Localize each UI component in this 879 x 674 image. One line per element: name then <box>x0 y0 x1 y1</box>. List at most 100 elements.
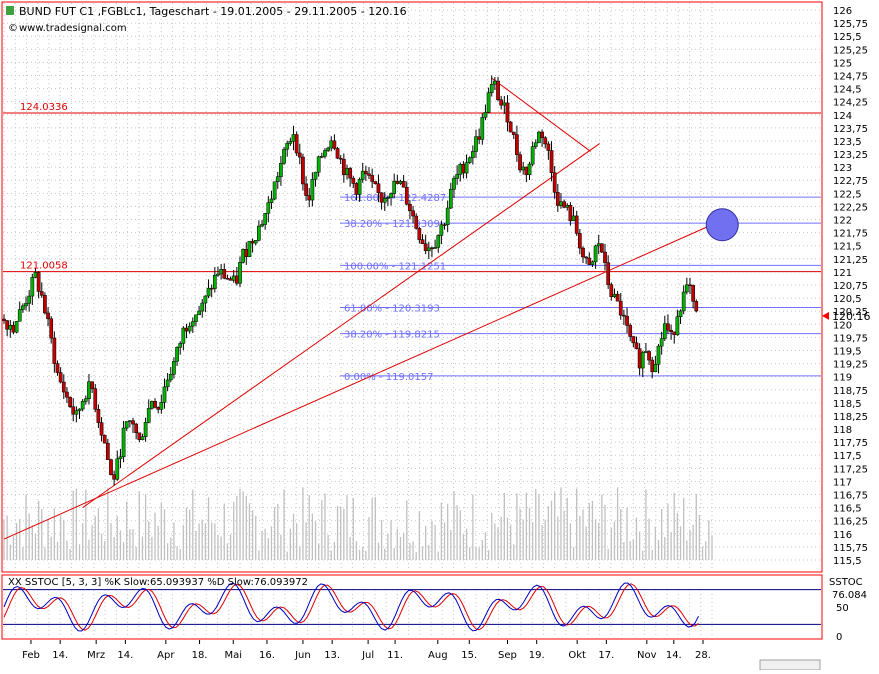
candle-down <box>228 278 233 281</box>
candle-down <box>411 210 415 217</box>
fibonacci-label: 0.00% - 119.0157 <box>344 372 433 383</box>
candle-down <box>105 442 110 460</box>
price-tick-label: 117,5 <box>833 451 862 462</box>
candle-up <box>659 338 664 347</box>
price-tick-label: 118,75 <box>833 386 868 397</box>
candle-down <box>587 257 592 265</box>
candle-down <box>250 240 255 244</box>
candle-down <box>354 183 359 195</box>
candle-down <box>499 99 504 106</box>
candle-up <box>187 325 192 332</box>
price-tick-label: 118,5 <box>833 399 862 410</box>
horizontal-levels: 124.0336 121.0058 <box>3 102 821 273</box>
candle-down <box>414 215 419 229</box>
date-tick-label: 28. <box>695 650 711 661</box>
candle-down <box>11 324 16 333</box>
candle-up <box>285 143 290 150</box>
candle-up <box>178 343 183 348</box>
candle-up <box>480 117 485 140</box>
candle-down <box>631 336 636 344</box>
price-tick-label: 116,25 <box>833 517 868 528</box>
candle-up <box>238 262 242 284</box>
candle-up <box>253 240 258 244</box>
candle-up <box>27 295 32 304</box>
date-tick-label: 14. <box>52 650 68 661</box>
candle-up <box>162 386 167 403</box>
candle-down <box>511 131 516 135</box>
marker-circle[interactable] <box>705 208 739 242</box>
candle-up <box>30 277 35 297</box>
candle-down <box>540 131 544 139</box>
candle-down <box>134 423 139 434</box>
candle-up <box>168 374 173 381</box>
volume-bars <box>3 487 713 560</box>
candle-down <box>49 318 54 339</box>
candle-down <box>131 420 135 425</box>
candle-up <box>83 398 88 402</box>
price-tick-label: 126 <box>833 6 852 17</box>
date-tick-label: 13. <box>324 650 340 661</box>
candle-down <box>650 359 655 373</box>
candle-down <box>666 323 670 331</box>
candle-up <box>455 174 459 179</box>
candle-down <box>222 269 227 279</box>
candle-up <box>21 305 25 310</box>
date-axis: Feb 14. Mrz 14. Apr 18. Mai 16. Jun 13. Jul 11. Aug 1… <box>22 640 711 661</box>
candle-down <box>423 243 428 252</box>
candle-down <box>546 143 551 151</box>
candle-down <box>515 134 519 155</box>
candle-down <box>634 342 639 349</box>
candle-down <box>335 148 340 159</box>
candle-down <box>555 192 560 206</box>
candle-down <box>61 381 66 393</box>
copyright-icon: © <box>8 23 18 34</box>
trendlines <box>3 77 713 540</box>
candle-up <box>190 321 195 327</box>
candle-up <box>559 201 563 206</box>
candle-down <box>156 407 161 410</box>
candlestick-series <box>2 75 699 486</box>
candle-down <box>496 80 500 101</box>
candle-down <box>364 170 368 175</box>
candle-up <box>146 408 151 423</box>
fibonacci-label: 161.80% - 122.4287 <box>344 193 446 204</box>
candle-up <box>662 323 667 339</box>
date-tick-label: Aug <box>428 650 448 661</box>
candle-up <box>14 321 19 333</box>
candle-up <box>263 213 268 225</box>
price-tick-label: 120,75 <box>833 281 868 292</box>
candle-down <box>301 156 305 185</box>
candle-up <box>33 272 38 278</box>
candle-down <box>297 152 302 158</box>
price-tick-label: 123,5 <box>833 137 862 148</box>
trendline <box>3 224 713 540</box>
candle-up <box>310 179 315 201</box>
price-tick-label: 122,25 <box>833 202 868 213</box>
price-tick-label: 123,25 <box>833 150 868 161</box>
scroll-handle[interactable] <box>759 659 821 671</box>
candle-down <box>235 275 239 284</box>
price-tick-label: 121 <box>833 268 852 279</box>
price-tick-label: 119,5 <box>833 346 862 357</box>
stochastic-current-label: 76.084 <box>832 590 867 601</box>
candle-up <box>360 170 365 180</box>
candle-up <box>458 164 463 175</box>
candle-up <box>24 303 28 307</box>
candle-up <box>150 401 154 409</box>
candle-up <box>87 381 91 399</box>
candle-up <box>194 314 198 322</box>
target-circle <box>705 208 739 242</box>
candle-up <box>684 284 689 293</box>
price-tick-label: 125,5 <box>833 32 862 43</box>
candle-down <box>367 173 371 176</box>
candle-up <box>241 249 245 263</box>
fibonacci-label: 100.00% - 121.1251 <box>344 261 446 272</box>
candle-down <box>55 363 60 373</box>
candle-down <box>294 134 299 154</box>
candle-up <box>653 364 658 373</box>
candle-up <box>678 310 683 317</box>
candle-up <box>77 408 82 411</box>
candle-up <box>493 80 497 85</box>
